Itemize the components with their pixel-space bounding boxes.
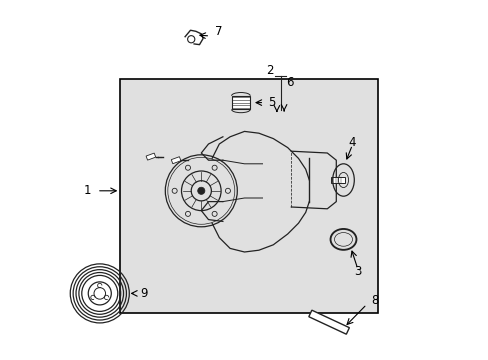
Text: 2: 2 (265, 64, 273, 77)
Text: 7: 7 (215, 25, 222, 38)
Bar (330, 177, 345, 183)
Bar (120, 79, 377, 313)
Bar (171, 157, 181, 164)
Bar (231, 96, 250, 109)
Text: 1: 1 (84, 184, 91, 197)
Circle shape (197, 187, 204, 194)
Bar (146, 153, 155, 160)
Bar (308, 310, 348, 334)
Text: 6: 6 (285, 76, 293, 89)
Text: 3: 3 (353, 265, 361, 278)
Text: 5: 5 (268, 96, 275, 109)
Text: 8: 8 (370, 294, 378, 307)
Text: 9: 9 (140, 287, 147, 300)
Text: 4: 4 (348, 136, 356, 149)
